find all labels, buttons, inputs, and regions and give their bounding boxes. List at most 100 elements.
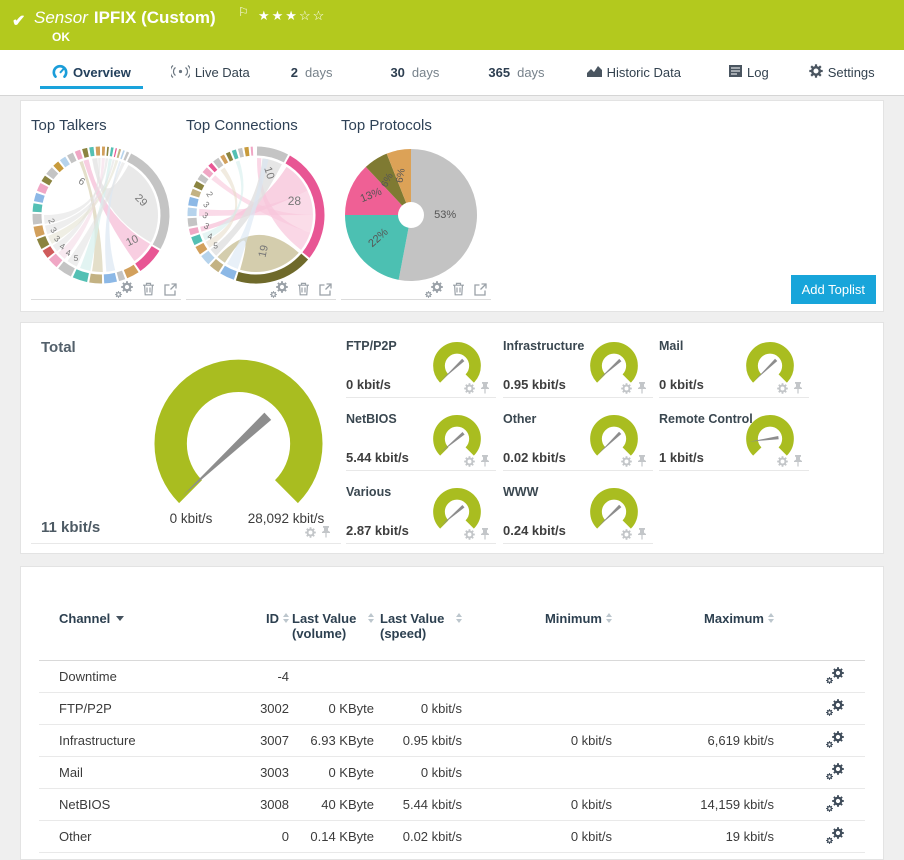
gauge-settings-icon[interactable]: [464, 454, 475, 472]
col-header-minimum[interactable]: Minimum: [462, 611, 612, 626]
table-header-separator: [39, 660, 865, 661]
col-header-last-value-speed[interactable]: Last Value (speed): [374, 611, 462, 641]
svg-text:3: 3: [201, 199, 212, 209]
channel-gauge-label: Other: [503, 412, 537, 426]
cell-channel: NetBIOS: [59, 797, 111, 812]
external-link-icon[interactable]: [164, 282, 177, 296]
external-link-icon[interactable]: [474, 282, 487, 296]
table-body: Downtime -4 FTP/P2P 3002 0 KByte 0 kbit/…: [39, 661, 865, 853]
tab-365-days[interactable]: 365 days: [488, 50, 544, 95]
col-header-last-value-volume[interactable]: Last Value (volume): [289, 611, 374, 641]
pin-icon[interactable]: [480, 454, 490, 472]
top-protocols-pie-chart[interactable]: 53%22%13%6%6%: [341, 145, 481, 285]
cell-maximum: 6,619 kbit/s: [707, 733, 775, 748]
gauge-cell-various: Various 2.87 kbit/s: [346, 479, 496, 544]
gauge-settings-icon[interactable]: [621, 527, 632, 545]
trash-icon[interactable]: [297, 282, 310, 296]
cell-id: 0: [281, 829, 289, 844]
channel-gauge-value: 0.02 kbit/s: [503, 450, 566, 465]
cell-minimum: 0 kbit/s: [570, 797, 612, 812]
svg-text:19: 19: [257, 244, 271, 258]
cell-last-value-speed: 0.02 kbit/s: [402, 829, 462, 844]
external-link-icon[interactable]: [319, 282, 332, 296]
channel-settings-icon[interactable]: [825, 827, 844, 846]
toplist-top-connections: Top Connections 10 28 19 2 3 3 3 4 5: [186, 109, 336, 300]
toplist-top-talkers: Top Talkers 29 10 6 2 3 3 4 4 5: [31, 109, 181, 300]
tab-historic-data[interactable]: Historic Data: [586, 50, 681, 95]
gear-icon: [808, 64, 823, 81]
channel-settings-icon[interactable]: [825, 667, 844, 686]
channel-gauge-label: WWW: [503, 485, 539, 499]
toplist-settings-icon[interactable]: [425, 281, 443, 298]
col-header-channel[interactable]: Channel: [39, 611, 229, 626]
col-header-maximum[interactable]: Maximum: [612, 611, 774, 626]
sort-icon: [456, 613, 462, 641]
cell-id: 3008: [260, 797, 289, 812]
pin-icon[interactable]: [793, 381, 803, 399]
total-gauge: [154, 359, 323, 504]
pin-icon[interactable]: [480, 527, 490, 545]
toplist-title-top-connections[interactable]: Top Connections: [186, 117, 298, 134]
tab-bar: Overview Live Data 2 days 30 days 365 da…: [0, 50, 904, 96]
priority-flag-icon[interactable]: ⚐: [238, 5, 249, 19]
priority-stars[interactable]: ★★★☆☆: [258, 8, 327, 23]
channel-settings-icon[interactable]: [825, 795, 844, 814]
toplist-settings-icon[interactable]: [270, 281, 288, 298]
channel-settings-icon[interactable]: [825, 731, 844, 750]
tab-log[interactable]: Log: [728, 50, 769, 95]
gauge-settings-icon[interactable]: [621, 381, 632, 399]
tab-overview[interactable]: Overview: [40, 50, 143, 95]
pin-icon[interactable]: [480, 381, 490, 399]
cell-id: -4: [277, 669, 289, 684]
channels-table-panel: Channel ID Last Value (volume) Last Valu…: [20, 566, 884, 860]
gauge-settings-icon[interactable]: [305, 525, 316, 543]
col-header-speed-label: Last Value (speed): [380, 611, 445, 641]
channel-gauge-value: 1 kbit/s: [659, 450, 704, 465]
gauge-cell-ftp-p2p: FTP/P2P 0 kbit/s: [346, 333, 496, 398]
svg-text:6: 6: [76, 176, 87, 189]
gauge-settings-icon[interactable]: [777, 454, 788, 472]
pin-icon[interactable]: [637, 381, 647, 399]
table-row-infrastructure: Infrastructure 3007 6.93 KByte 0.95 kbit…: [39, 725, 865, 757]
col-header-id[interactable]: ID: [229, 611, 289, 626]
trash-icon[interactable]: [142, 282, 155, 296]
pin-icon[interactable]: [637, 454, 647, 472]
trash-icon[interactable]: [452, 282, 465, 296]
cell-maximum: 19 kbit/s: [725, 829, 774, 844]
table-row-other: Other 0 0.14 KByte 0.02 kbit/s 0 kbit/s …: [39, 821, 865, 853]
cell-last-value-volume: 40 KByte: [321, 797, 374, 812]
svg-text:5: 5: [73, 253, 79, 263]
total-gauge-cell: Total 0 kbit/s 28,092 kbit/s 11 kbit/s: [31, 331, 341, 544]
page-title: Sensor IPFIX (Custom): [34, 8, 216, 28]
pin-icon[interactable]: [793, 454, 803, 472]
tab-2-days[interactable]: 2 days: [291, 50, 333, 95]
cell-id: 3007: [260, 733, 289, 748]
tab-30-days-unit: days: [411, 65, 440, 80]
tab-settings[interactable]: Settings: [808, 50, 875, 95]
gauge-settings-icon[interactable]: [621, 454, 632, 472]
channel-gauge-value: 0 kbit/s: [659, 377, 704, 392]
toplist-title-top-protocols[interactable]: Top Protocols: [341, 117, 432, 134]
cell-last-value-volume: 0 KByte: [328, 765, 374, 780]
sort-icon: [368, 613, 374, 641]
gauge-settings-icon[interactable]: [464, 381, 475, 399]
gauge-icon: [52, 64, 68, 82]
channel-settings-icon[interactable]: [825, 763, 844, 782]
tab-30-days[interactable]: 30 days: [390, 50, 439, 95]
add-toplist-button[interactable]: Add Toplist: [790, 275, 876, 304]
toplist-title-top-talkers[interactable]: Top Talkers: [31, 117, 107, 134]
svg-text:2: 2: [46, 217, 57, 226]
tab-live-data[interactable]: Live Data: [169, 50, 250, 95]
gauge-settings-icon[interactable]: [464, 527, 475, 545]
channel-gauge-label: Infrastructure: [503, 339, 585, 353]
cell-last-value-speed: 5.44 kbit/s: [402, 797, 462, 812]
pin-icon[interactable]: [321, 525, 331, 543]
pin-icon[interactable]: [637, 527, 647, 545]
toplist-settings-icon[interactable]: [115, 281, 133, 298]
channel-settings-icon[interactable]: [825, 699, 844, 718]
gauge-settings-icon[interactable]: [777, 381, 788, 399]
table-row-ftp-p2p: FTP/P2P 3002 0 KByte 0 kbit/s: [39, 693, 865, 725]
svg-text:10: 10: [261, 165, 276, 180]
